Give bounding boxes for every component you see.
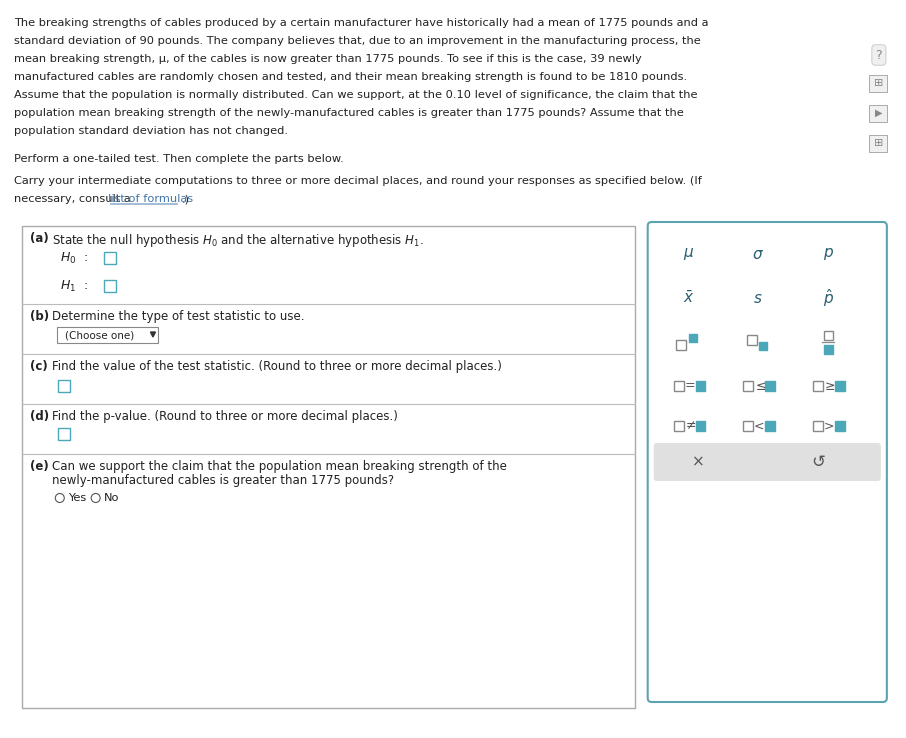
Text: (b): (b) bbox=[30, 310, 49, 323]
Text: $\geq$: $\geq$ bbox=[823, 379, 836, 393]
FancyBboxPatch shape bbox=[869, 75, 887, 92]
FancyBboxPatch shape bbox=[103, 252, 116, 264]
Text: population standard deviation has not changed.: population standard deviation has not ch… bbox=[14, 126, 288, 136]
FancyBboxPatch shape bbox=[766, 421, 776, 431]
Text: Perform a one-tailed test. Then complete the parts below.: Perform a one-tailed test. Then complete… bbox=[14, 154, 343, 164]
FancyBboxPatch shape bbox=[813, 421, 823, 431]
Text: ×: × bbox=[692, 455, 705, 469]
FancyBboxPatch shape bbox=[869, 135, 887, 152]
Text: (c): (c) bbox=[30, 360, 48, 373]
Text: $H_1$  :: $H_1$ : bbox=[60, 278, 88, 294]
Text: ↺: ↺ bbox=[811, 453, 825, 471]
Text: $\neq$: $\neq$ bbox=[683, 419, 697, 432]
Text: >: > bbox=[824, 419, 834, 432]
Text: population mean breaking strength of the newly-manufactured cables is greater th: population mean breaking strength of the… bbox=[14, 108, 684, 118]
FancyBboxPatch shape bbox=[813, 381, 823, 391]
Text: $p$: $p$ bbox=[823, 246, 834, 262]
Text: (e): (e) bbox=[30, 460, 49, 473]
Text: (a): (a) bbox=[30, 232, 49, 245]
Polygon shape bbox=[150, 332, 156, 337]
Text: list of formulas: list of formulas bbox=[108, 194, 193, 204]
Text: Assume that the population is normally distributed. Can we support, at the 0.10 : Assume that the population is normally d… bbox=[14, 90, 698, 100]
Text: (Choose one): (Choose one) bbox=[64, 330, 134, 340]
Text: ?: ? bbox=[875, 49, 882, 61]
FancyBboxPatch shape bbox=[674, 421, 684, 431]
Text: Carry your intermediate computations to three or more decimal places, and round : Carry your intermediate computations to … bbox=[14, 176, 702, 186]
Text: newly-manufactured cables is greater than 1775 pounds?: newly-manufactured cables is greater tha… bbox=[52, 474, 394, 487]
Text: ▶: ▶ bbox=[875, 108, 882, 118]
Text: $\sigma$: $\sigma$ bbox=[752, 246, 765, 261]
FancyBboxPatch shape bbox=[759, 342, 767, 350]
Text: $\hat{p}$: $\hat{p}$ bbox=[823, 287, 834, 309]
Text: =: = bbox=[684, 379, 695, 393]
Text: The breaking strengths of cables produced by a certain manufacturer have histori: The breaking strengths of cables produce… bbox=[14, 18, 708, 28]
FancyBboxPatch shape bbox=[835, 381, 845, 391]
Text: State the null hypothesis $H_0$ and the alternative hypothesis $H_1$.: State the null hypothesis $H_0$ and the … bbox=[52, 232, 423, 249]
Text: manufactured cables are randomly chosen and tested, and their mean breaking stre: manufactured cables are randomly chosen … bbox=[14, 72, 687, 82]
FancyBboxPatch shape bbox=[103, 280, 116, 292]
Text: <: < bbox=[754, 419, 765, 432]
FancyBboxPatch shape bbox=[824, 345, 833, 354]
FancyBboxPatch shape bbox=[743, 381, 753, 391]
FancyBboxPatch shape bbox=[869, 105, 887, 122]
Text: Yes: Yes bbox=[68, 493, 86, 503]
FancyBboxPatch shape bbox=[696, 421, 706, 431]
FancyBboxPatch shape bbox=[824, 331, 833, 339]
Text: $s$: $s$ bbox=[754, 291, 763, 306]
Text: Find the p-value. (Round to three or more decimal places.): Find the p-value. (Round to three or mor… bbox=[52, 410, 398, 423]
Text: Determine the type of test statistic to use.: Determine the type of test statistic to … bbox=[52, 310, 304, 323]
Text: (d): (d) bbox=[30, 410, 49, 423]
FancyBboxPatch shape bbox=[689, 334, 697, 342]
Text: Can we support the claim that the population mean breaking strength of the: Can we support the claim that the popula… bbox=[52, 460, 506, 473]
Text: standard deviation of 90 pounds. The company believes that, due to an improvemen: standard deviation of 90 pounds. The com… bbox=[14, 36, 700, 46]
FancyBboxPatch shape bbox=[676, 340, 686, 350]
FancyBboxPatch shape bbox=[674, 381, 684, 391]
FancyBboxPatch shape bbox=[747, 335, 757, 345]
FancyBboxPatch shape bbox=[696, 381, 706, 391]
FancyBboxPatch shape bbox=[58, 428, 70, 440]
Text: .): .) bbox=[181, 194, 189, 204]
FancyBboxPatch shape bbox=[835, 421, 845, 431]
Text: $H_0$  :: $H_0$ : bbox=[60, 250, 88, 266]
FancyBboxPatch shape bbox=[22, 226, 635, 708]
FancyBboxPatch shape bbox=[648, 222, 887, 702]
Text: $\mu$: $\mu$ bbox=[683, 246, 694, 262]
FancyBboxPatch shape bbox=[743, 421, 753, 431]
Text: ⊞: ⊞ bbox=[874, 78, 883, 88]
Text: Find the value of the test statistic. (Round to three or more decimal places.): Find the value of the test statistic. (R… bbox=[52, 360, 502, 373]
Text: No: No bbox=[103, 493, 119, 503]
FancyBboxPatch shape bbox=[58, 380, 70, 392]
Text: $\bar{x}$: $\bar{x}$ bbox=[683, 290, 694, 306]
Text: ⊞: ⊞ bbox=[874, 138, 883, 148]
FancyBboxPatch shape bbox=[57, 327, 159, 343]
Text: necessary, consult a: necessary, consult a bbox=[14, 194, 134, 204]
FancyBboxPatch shape bbox=[766, 381, 776, 391]
Text: $\leq$: $\leq$ bbox=[753, 379, 766, 393]
FancyBboxPatch shape bbox=[654, 443, 881, 481]
Text: mean breaking strength, μ, of the cables is now greater than 1775 pounds. To see: mean breaking strength, μ, of the cables… bbox=[14, 54, 641, 64]
